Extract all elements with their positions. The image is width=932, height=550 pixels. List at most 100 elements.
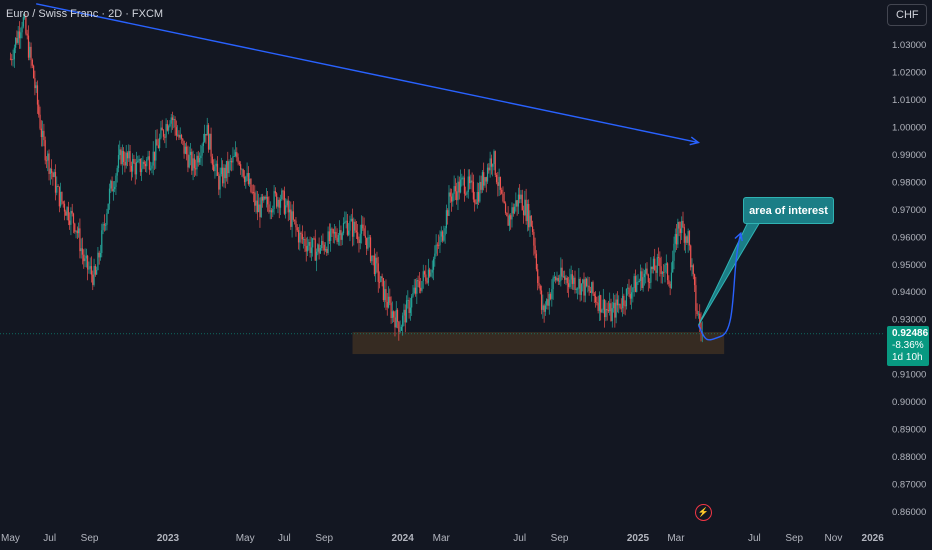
candle-body [303, 239, 305, 240]
candle-body [678, 222, 680, 229]
candle-body [393, 311, 395, 318]
y-tick-label: 1.03000 [892, 40, 926, 51]
candle-body [179, 134, 181, 138]
candle-body [402, 315, 404, 327]
candle-body [530, 215, 532, 227]
projection-curve [697, 232, 742, 341]
candle-body [279, 199, 282, 208]
candle-body [461, 177, 463, 180]
candle-body [58, 186, 60, 207]
candle-body [184, 146, 186, 154]
candle-body [677, 222, 679, 245]
candle-body [228, 161, 230, 174]
candle-body [489, 158, 491, 171]
candle-body [468, 176, 471, 184]
candle-body [538, 283, 540, 286]
price-badge: 0.92486 -8.36% 1d 10h [887, 326, 929, 366]
symbol-title[interactable]: Euro / Swiss Franc · 2D · FXCM [6, 8, 164, 20]
candle-body [501, 189, 503, 194]
candle-body [502, 193, 504, 202]
candle-body [369, 237, 372, 262]
y-tick-label: 0.89000 [892, 425, 926, 436]
y-tick-label: 1.02000 [892, 67, 926, 78]
candle-body [182, 138, 184, 141]
candle-body [87, 255, 89, 270]
candle-body [592, 282, 594, 294]
candle-body [243, 176, 246, 183]
candle-body [549, 294, 552, 299]
candle-body [526, 204, 529, 222]
currency-button[interactable]: CHF [887, 4, 927, 26]
candle-body [627, 287, 629, 289]
candle-body [111, 180, 113, 192]
candle-body [215, 163, 217, 167]
candle-body [12, 59, 14, 61]
candle-body [126, 152, 129, 159]
candle-body [376, 257, 378, 264]
candle-body [231, 161, 233, 163]
candle-body [405, 300, 408, 323]
candle-body [476, 192, 478, 204]
candle-body [341, 233, 343, 240]
candle-body [430, 272, 432, 277]
candle-body [216, 163, 219, 176]
candle-body [117, 155, 120, 169]
candle-body [201, 145, 203, 156]
candle-body [673, 243, 675, 261]
candle-body [233, 156, 235, 157]
candle-body [416, 280, 418, 294]
candle-body [351, 218, 354, 237]
candle-body [108, 188, 111, 204]
candle-body [97, 252, 99, 271]
candle-body [65, 211, 67, 216]
candle-body [625, 288, 628, 307]
candle-body [259, 204, 261, 218]
candle-body [227, 160, 229, 174]
candle-body [264, 196, 266, 199]
candle-body [634, 276, 637, 292]
candle-body [645, 268, 647, 274]
candle-body [254, 192, 256, 206]
candle-body [616, 299, 619, 306]
candle-body [128, 151, 130, 159]
candle-body [372, 255, 374, 257]
candle-body [330, 228, 332, 241]
candle-body [569, 279, 571, 287]
candle-body [513, 206, 516, 214]
candle-body [389, 296, 391, 303]
y-tick-label: 0.97000 [892, 205, 926, 216]
candle-body [344, 221, 346, 223]
y-tick-label: 0.86000 [892, 507, 926, 518]
candle-body [236, 152, 238, 158]
candle-body [615, 299, 617, 318]
candle-body [385, 289, 387, 302]
candle-body [18, 31, 21, 39]
candle-body [308, 241, 310, 246]
candle-body [69, 220, 71, 225]
candle-body [224, 167, 226, 179]
candle-body [534, 245, 536, 254]
candle-body [232, 156, 234, 163]
candle-body [171, 117, 174, 121]
candle-body [250, 178, 252, 192]
candle-body [480, 181, 482, 190]
candle-body [168, 126, 170, 131]
candle-body [324, 248, 327, 251]
candle-body [116, 168, 118, 176]
candle-body [150, 168, 152, 170]
annotation-label[interactable]: area of interest [743, 197, 834, 224]
last-price-label: 0.92486 [892, 328, 929, 339]
candle-body [38, 104, 40, 115]
candle-body [156, 139, 158, 146]
candle-body [353, 221, 355, 237]
candle-body [411, 296, 413, 308]
candle-body [74, 223, 76, 232]
candle-body [695, 285, 697, 311]
candle-body [66, 207, 68, 216]
candle-body [192, 158, 194, 171]
candle-body [587, 285, 589, 287]
flash-icon[interactable]: ⚡ [695, 504, 712, 521]
candle-body [272, 209, 274, 213]
